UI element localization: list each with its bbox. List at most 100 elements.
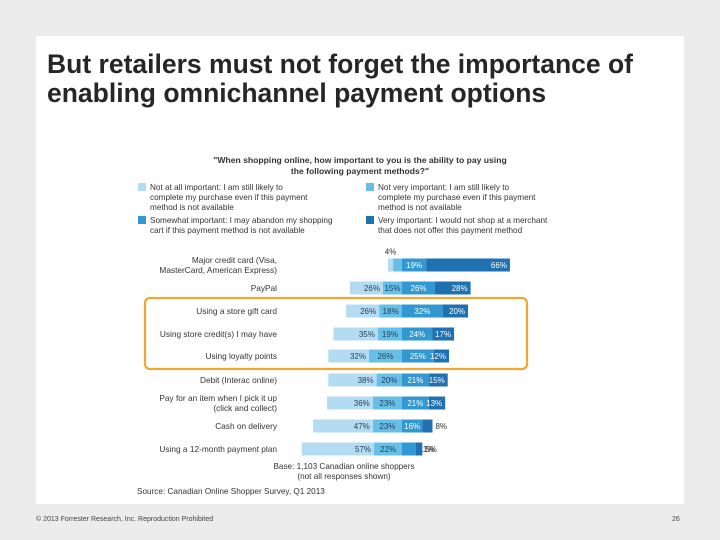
- data-label: 16%: [404, 422, 420, 431]
- bar-segment: [402, 281, 436, 295]
- data-label: 32%: [350, 352, 366, 361]
- legend-entry: Somewhat important: I may abandon my sho…: [150, 216, 333, 235]
- data-label: 17%: [435, 330, 451, 339]
- data-label: 26%: [360, 307, 376, 316]
- bar-segment: [428, 373, 448, 387]
- bar-segment: [313, 419, 373, 433]
- data-label: 22%: [380, 445, 396, 454]
- data-label: 23%: [379, 422, 395, 431]
- bar-segment: [328, 373, 377, 387]
- category-label: Using a store gift card: [196, 306, 277, 316]
- data-label: 5%: [425, 445, 437, 454]
- legend-swatch: [366, 216, 374, 224]
- chart-title-text: "When shopping online, how important to …: [213, 155, 506, 176]
- bar-segment: [442, 304, 469, 318]
- bar-segment: [368, 349, 402, 363]
- data-label: 26%: [411, 284, 427, 293]
- bar-segment: [393, 258, 402, 272]
- legend-entry: Very important: I would not shop at a me…: [378, 216, 548, 235]
- bar-segment: [402, 396, 429, 410]
- data-label: 11%: [419, 445, 434, 454]
- bar-segment: [372, 419, 402, 433]
- bar-segment: [377, 327, 402, 341]
- bar-segment: [333, 327, 378, 341]
- data-label: 26%: [377, 352, 393, 361]
- bar-segment: [415, 442, 423, 456]
- category-label: Using loyalty points: [206, 351, 277, 361]
- data-label: 15%: [429, 376, 445, 385]
- data-label: 19%: [406, 261, 422, 270]
- data-label: 24%: [409, 330, 425, 339]
- data-label: 47%: [354, 422, 370, 431]
- data-label: 35%: [359, 330, 375, 339]
- bar-segment: [402, 419, 423, 433]
- bar-segment: [374, 442, 402, 456]
- data-label: 23%: [379, 399, 395, 408]
- source-note: Source: Canadian Online Shopper Survey, …: [137, 487, 325, 496]
- bar-segment: [402, 327, 433, 341]
- bar-segment: [349, 281, 383, 295]
- bar-segment: [426, 258, 510, 272]
- bar-segment: [422, 419, 433, 433]
- bar-segment: [327, 396, 373, 410]
- category-label: Major credit card (Visa, MasterCard, Amer…: [159, 255, 277, 275]
- category-label: Using a 12-month payment plan: [159, 444, 277, 454]
- bar-segment: [382, 281, 402, 295]
- data-label: 57%: [355, 445, 371, 454]
- data-label: 21%: [407, 399, 423, 408]
- data-label: 36%: [354, 399, 370, 408]
- category-label: Debit (Interac online): [200, 375, 277, 385]
- slide-title: But retailers must not forget the import…: [47, 49, 634, 108]
- bar-segment: [372, 396, 402, 410]
- bar-segment: [432, 327, 455, 341]
- bar-segment: [376, 373, 402, 387]
- bar-segment: [402, 258, 427, 272]
- category-label: PayPal: [251, 283, 277, 293]
- data-label: 38%: [358, 376, 374, 385]
- bar-segment: [402, 349, 434, 363]
- copyright-footer: © 2013 Forrester Research, Inc. Reproduc…: [36, 516, 214, 523]
- chart-bars: 7%4%19%66%Major credit card (Visa,Master…: [159, 248, 510, 456]
- data-label: 8%: [435, 422, 447, 431]
- legend-swatch: [138, 216, 146, 224]
- data-label: 18%: [383, 307, 399, 316]
- bar-segment: [379, 304, 402, 318]
- data-label: 13%: [426, 399, 442, 408]
- page-number: 26: [672, 516, 680, 523]
- category-label: Cash on delivery: [215, 421, 278, 431]
- highlight-box: [143, 296, 529, 371]
- bar-segment: [428, 396, 446, 410]
- bar-segment: [402, 304, 443, 318]
- bar-segment: [346, 304, 380, 318]
- data-label: 19%: [382, 330, 398, 339]
- legend-swatch: [366, 183, 374, 191]
- data-label: 20%: [449, 307, 465, 316]
- data-label: 12%: [430, 352, 446, 361]
- bar-segment: [433, 349, 449, 363]
- data-label: 21%: [407, 376, 423, 385]
- legend-entry: Not at all important: I am still likely …: [150, 183, 308, 212]
- chart-legend: Not at all important: I am still likely …: [138, 183, 548, 235]
- data-label: 28%: [452, 284, 468, 293]
- data-label: 66%: [491, 261, 507, 270]
- category-label: Pay for an item when I pick it up (click …: [159, 393, 277, 413]
- data-label: 25%: [410, 352, 426, 361]
- bar-segment: [435, 281, 471, 295]
- base-note: Base: 1,103 Canadian online shoppers (not…: [273, 462, 414, 481]
- data-label: 26%: [364, 284, 380, 293]
- legend-swatch: [138, 183, 146, 191]
- chart-overlay: Base: 1,103 Canadian online shoppers (not…: [137, 296, 529, 496]
- bar-segment: [328, 349, 369, 363]
- chart-title: "When shopping online, how important to …: [213, 155, 506, 176]
- legend-entry: Not very important: I am still likely to…: [378, 183, 536, 212]
- bar-segment: [301, 442, 375, 456]
- bar-segment: [402, 373, 429, 387]
- data-label: 32%: [414, 307, 430, 316]
- data-label: 15%: [384, 284, 400, 293]
- category-label: Using store credit(s) I may have: [160, 329, 278, 339]
- bar-segment: [402, 442, 416, 456]
- data-label: 20%: [381, 376, 397, 385]
- bar-segment: [388, 258, 394, 272]
- data-label: 4%: [385, 248, 397, 257]
